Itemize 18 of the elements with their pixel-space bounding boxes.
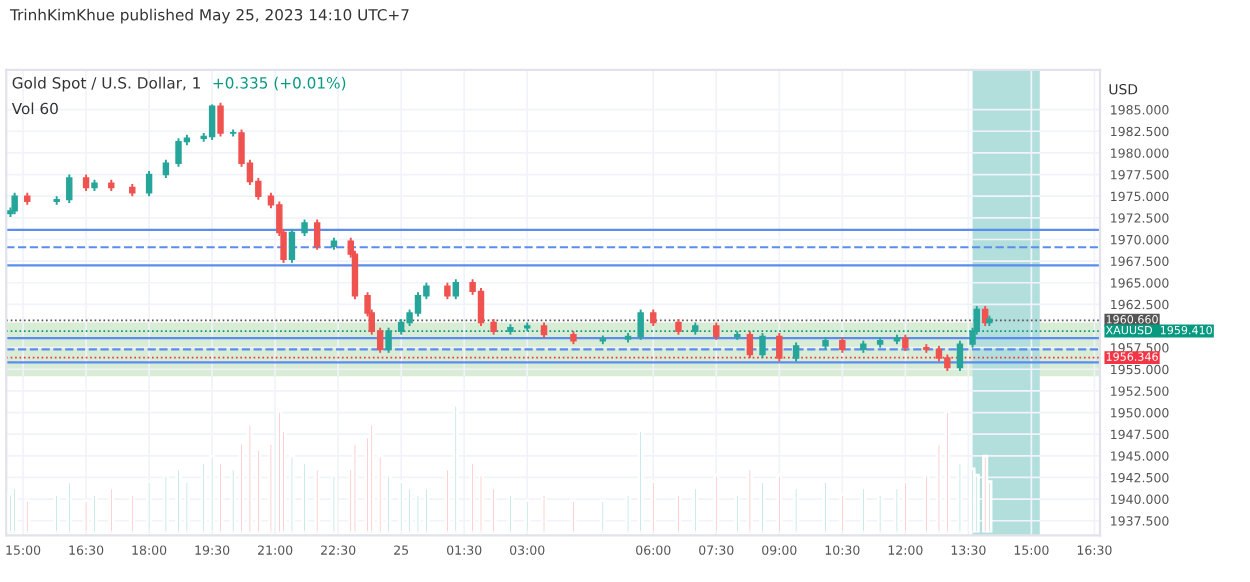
candlestick	[288, 228, 296, 264]
candlestick	[414, 291, 422, 318]
candlestick	[956, 339, 964, 372]
candlestick	[637, 308, 644, 341]
candlestick	[792, 341, 800, 363]
candlestick	[145, 170, 153, 198]
candlestick	[66, 173, 73, 205]
candlestick	[759, 331, 766, 359]
candlestick	[776, 331, 783, 363]
candlestick	[385, 326, 392, 354]
candlestick	[162, 158, 170, 179]
candlestick	[208, 103, 216, 141]
candlestick	[175, 137, 182, 168]
candlestick	[746, 330, 754, 359]
candlestick	[313, 218, 321, 251]
candlestick	[217, 101, 224, 138]
candlestick	[452, 278, 460, 301]
candlestick	[477, 286, 485, 327]
